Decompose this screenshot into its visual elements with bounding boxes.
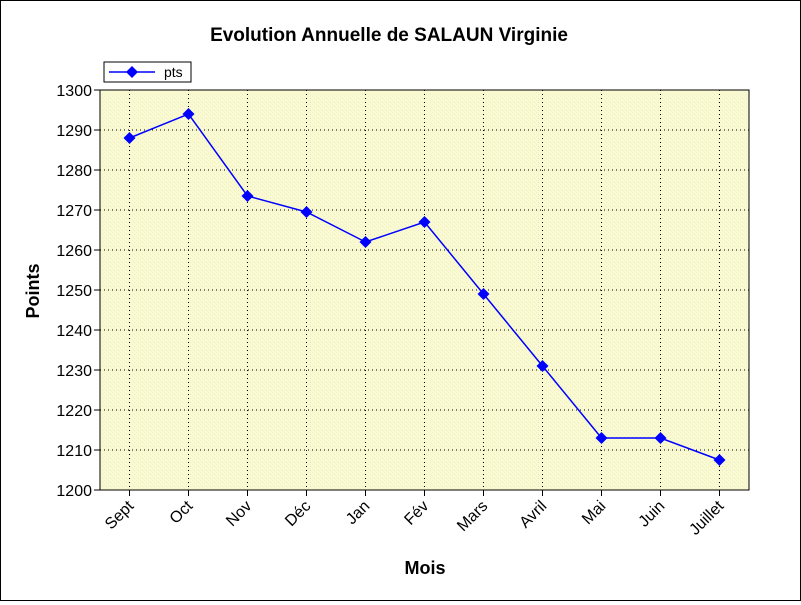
data-point <box>418 216 431 228</box>
y-tick-label: 1230 <box>56 363 92 380</box>
x-axis-label: Mois <box>404 558 445 578</box>
data-point <box>182 108 195 120</box>
data-point <box>241 190 254 202</box>
data-point <box>536 360 549 372</box>
x-tick-label: Sept <box>102 497 138 533</box>
y-tick-label: 1290 <box>56 123 92 140</box>
data-point <box>654 432 667 444</box>
y-axis: 1200 1210 1220 1230 1240 1250 1260 1270 1280 1290… <box>56 83 100 500</box>
x-axis: Sept Oct Nov Déc Jan Fév Mars Avril Mai Juin Juill… <box>102 490 728 539</box>
x-tick-label: Nov <box>223 498 255 530</box>
data-point <box>359 236 372 248</box>
x-tick-label: Déc <box>282 498 314 530</box>
y-tick-label: 1220 <box>56 403 92 420</box>
data-point <box>595 432 608 444</box>
x-tick-label: Mai <box>579 498 609 528</box>
x-tick-label: Fév <box>401 498 432 529</box>
x-tick-label: Juillet <box>686 497 727 538</box>
x-tick-label: Jan <box>343 498 373 528</box>
data-point <box>300 206 313 218</box>
data-point <box>713 454 726 466</box>
x-tick-label: Oct <box>167 497 197 527</box>
legend-label: pts <box>164 64 183 80</box>
grid-lines <box>100 90 749 490</box>
y-tick-label: 1240 <box>56 323 92 340</box>
y-tick-label: 1260 <box>56 243 92 260</box>
y-axis-label: Points <box>23 263 43 318</box>
series-pts <box>123 108 726 466</box>
x-tick-label: Juin <box>636 498 669 531</box>
x-tick-label: Mars <box>454 498 491 535</box>
data-point <box>123 132 136 144</box>
y-tick-label: 1280 <box>56 163 92 180</box>
x-tick-label: Avril <box>517 498 551 532</box>
y-tick-label: 1300 <box>56 83 92 100</box>
chart-title: Evolution Annuelle de SALAUN Virginie <box>210 25 568 46</box>
legend: pts <box>103 61 192 83</box>
y-tick-label: 1210 <box>56 443 92 460</box>
y-tick-label: 1270 <box>56 203 92 220</box>
y-tick-label: 1200 <box>56 483 92 500</box>
legend-marker <box>126 66 138 78</box>
data-point <box>477 288 490 300</box>
y-tick-label: 1250 <box>56 283 92 300</box>
